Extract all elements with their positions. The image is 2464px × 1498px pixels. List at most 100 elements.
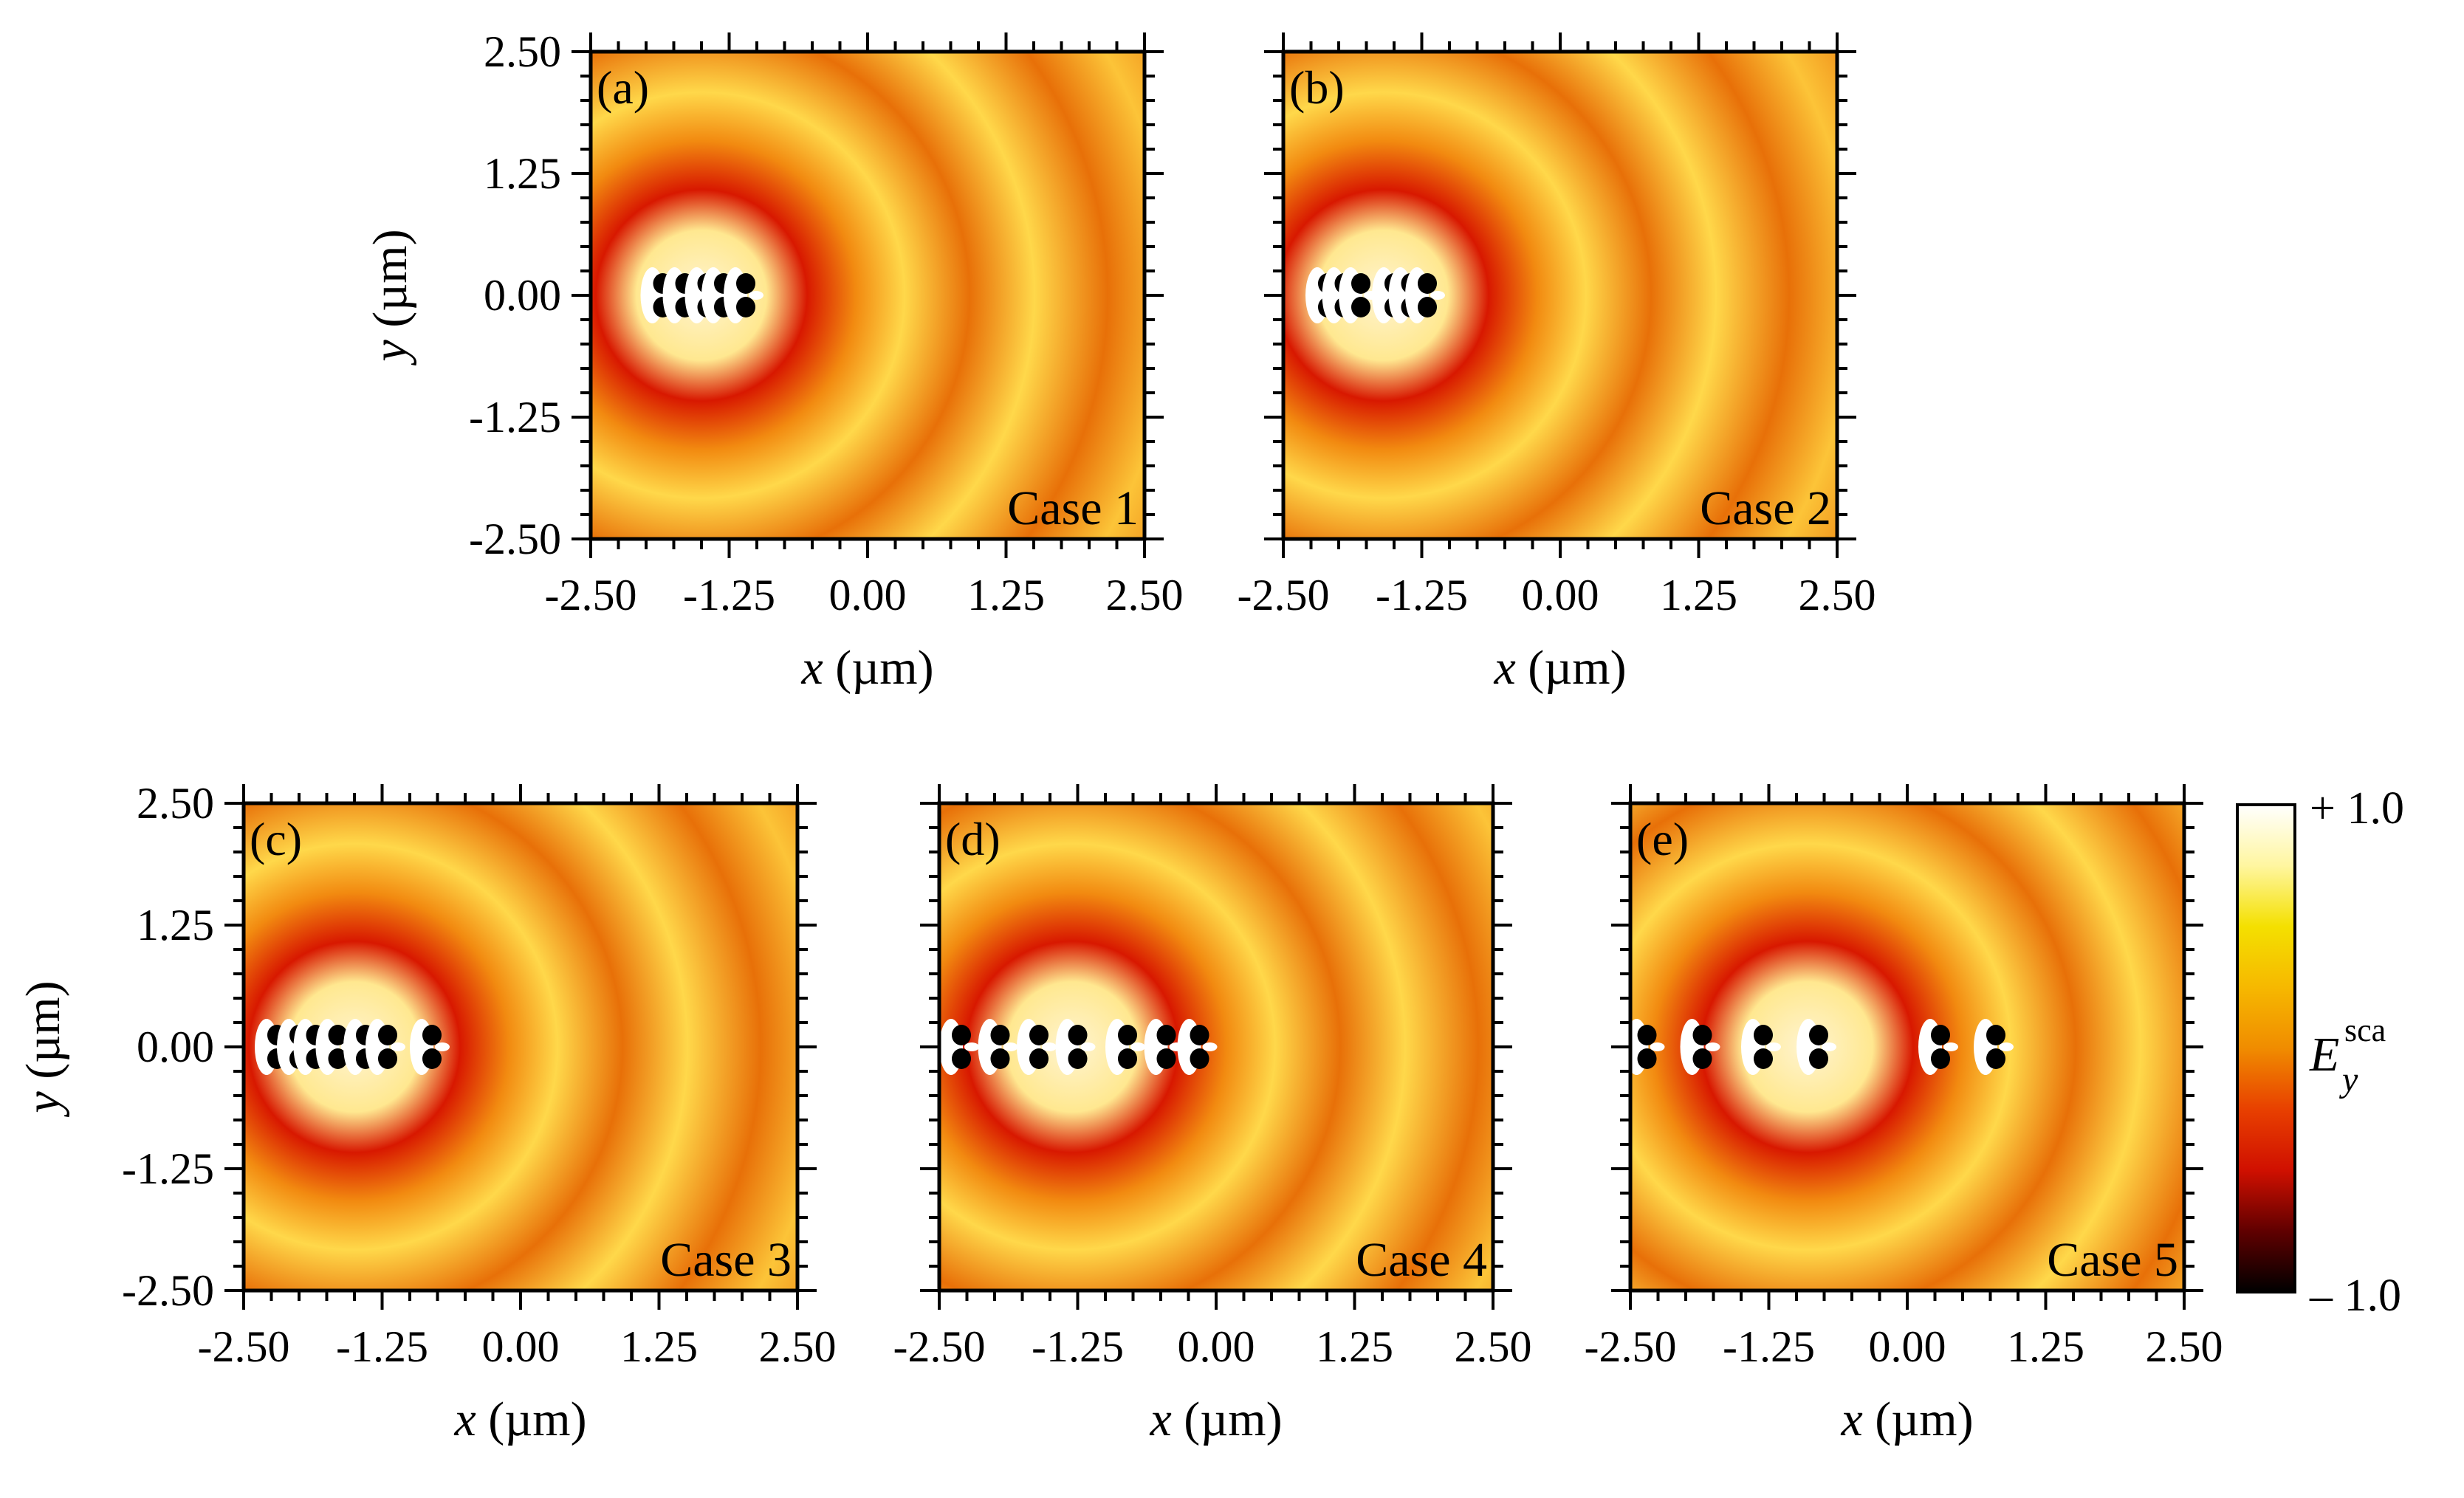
panel-label: (c) [250, 813, 302, 865]
colorbar-quantity-superscript: sca [2344, 1012, 2386, 1048]
heatmap-field [1630, 803, 2184, 1291]
case-label: Case 4 [1356, 1233, 1487, 1287]
scatterer-mark [939, 1019, 979, 1075]
scatterer-mark [1339, 267, 1379, 323]
scatterer-mark [1405, 267, 1445, 323]
x-tick-label: 1.25 [1316, 1322, 1393, 1371]
x-tick-label: 0.00 [829, 571, 907, 619]
tick-marks [1264, 32, 1856, 558]
heatmap-field [591, 52, 1145, 539]
x-tick-label: 0.00 [1178, 1322, 1255, 1371]
x-tick-label: -1.25 [336, 1322, 428, 1371]
x-tick-label: 1.25 [620, 1322, 698, 1371]
y-axis-title: y (µm) [16, 980, 70, 1117]
heatmap-field [244, 803, 797, 1291]
y-tick-label: 2.50 [484, 27, 561, 76]
scatterer-mark [978, 1019, 1018, 1075]
panel-label: (a) [597, 61, 649, 114]
scatterer-mark [1741, 1019, 1781, 1075]
x-tick-label: -2.50 [893, 1322, 986, 1371]
panel-c: -2.50 -1.25 0.00 1.25 2.502.501.250.00-1.25-… [16, 779, 837, 1446]
x-axis-unit: (µm) [823, 641, 934, 695]
panel-a: -2.50 -1.25 0.00 1.25 2.502.501.250.00-1.25-… [363, 27, 1184, 695]
scatterer-mark [366, 1019, 405, 1075]
y-tick-label: 2.50 [137, 779, 214, 828]
colorbar-min-label: – 1.0 [2309, 1271, 2401, 1321]
scatterer-mark [1796, 1019, 1836, 1075]
y-axis-unit: (µm) [16, 980, 70, 1091]
x-tick-label: 0.00 [1522, 571, 1599, 619]
x-axis-unit: (µm) [1172, 1392, 1283, 1446]
x-tick-label: -2.50 [1238, 571, 1330, 619]
panel-e: -2.50 -1.25 0.00 1.25 2.50 x (µm) (e) Case 5 [1585, 784, 2223, 1446]
tick-marks [224, 784, 817, 1310]
x-axis-title: x (µm) [1840, 1392, 1973, 1446]
y-tick-label: -2.50 [122, 1266, 214, 1315]
colorbar-quantity-symbol: E [2309, 1028, 2339, 1082]
x-axis-var: x [1840, 1392, 1862, 1446]
x-axis-unit: (µm) [1863, 1392, 1974, 1446]
x-tick-label: -1.25 [1376, 571, 1468, 619]
x-tick-label: 2.50 [1455, 1322, 1532, 1371]
panel-d: -2.50 -1.25 0.00 1.25 2.50 x (µm) (d) Case 4 [893, 784, 1532, 1446]
x-axis-unit: (µm) [1516, 641, 1627, 695]
x-axis-title: x (µm) [453, 1392, 586, 1446]
x-axis-var: x [1149, 1392, 1171, 1446]
panel-b: -2.50 -1.25 0.00 1.25 2.50 x (µm) (b) Case 2 [1238, 32, 1876, 695]
case-label: Case 3 [660, 1233, 792, 1287]
scatterer-mark [1630, 1019, 1665, 1075]
scatterer-mark [1055, 1019, 1096, 1075]
scatterer-mark [410, 1019, 450, 1075]
x-tick-label: 0.00 [1869, 1322, 1946, 1371]
x-axis-var: x [1493, 641, 1515, 695]
y-tick-label: -1.25 [122, 1144, 214, 1193]
scatterer-mark [315, 1019, 356, 1075]
heatmap-field [939, 803, 1493, 1291]
scatterer-mark [724, 267, 763, 323]
colorbar-frame [2236, 803, 2296, 1293]
x-tick-label: 0.00 [482, 1322, 560, 1371]
colorbar-max-label: + 1.0 [2310, 783, 2404, 834]
x-axis-title: x (µm) [1493, 641, 1626, 695]
scatterer-mark [1680, 1019, 1720, 1075]
tick-marks [1611, 784, 2203, 1310]
x-tick-label: -2.50 [1585, 1322, 1677, 1371]
x-axis-title: x (µm) [1149, 1392, 1282, 1446]
x-tick-label: -1.25 [683, 571, 775, 619]
y-tick-label: 1.25 [484, 149, 561, 198]
scatterer-mark [1177, 1019, 1218, 1075]
tick-marks [920, 784, 1512, 1310]
y-tick-label: 0.00 [137, 1023, 214, 1071]
tick-marks [572, 32, 1164, 558]
y-tick-label: -1.25 [469, 393, 561, 442]
case-label: Case 5 [2047, 1233, 2178, 1287]
x-tick-label: 1.25 [2007, 1322, 2084, 1371]
x-axis-var: x [453, 1392, 476, 1446]
x-axis-title: x (µm) [800, 641, 933, 695]
colorbar: + 1.0 – 1.0 E sca y [2236, 783, 2404, 1321]
x-tick-label: 2.50 [1799, 571, 1876, 619]
x-tick-label: 2.50 [1106, 571, 1184, 619]
scatterer-mark [1144, 1019, 1184, 1075]
x-axis-unit: (µm) [476, 1392, 587, 1446]
scatterer-mark [1918, 1019, 1958, 1075]
x-tick-label: -1.25 [1723, 1322, 1815, 1371]
x-tick-label: 2.50 [759, 1322, 837, 1371]
scatterer-mark [1974, 1019, 2014, 1075]
y-tick-label: 0.00 [484, 271, 561, 320]
heatmap-field [1283, 52, 1837, 539]
x-axis-var: x [800, 641, 823, 695]
x-tick-label: -2.50 [545, 571, 637, 619]
panel-label: (b) [1289, 61, 1345, 114]
x-tick-label: 1.25 [1660, 571, 1737, 619]
x-tick-label: 1.25 [967, 571, 1045, 619]
y-axis-unit: (µm) [363, 229, 417, 340]
x-tick-label: 2.50 [2146, 1322, 2223, 1371]
case-label: Case 1 [1007, 481, 1139, 535]
panel-label: (e) [1636, 813, 1689, 865]
scatterer-mark [1017, 1019, 1057, 1075]
case-label: Case 2 [1700, 481, 1831, 535]
field-rings [1630, 803, 2184, 1291]
scatterer-mark [1105, 1019, 1145, 1075]
